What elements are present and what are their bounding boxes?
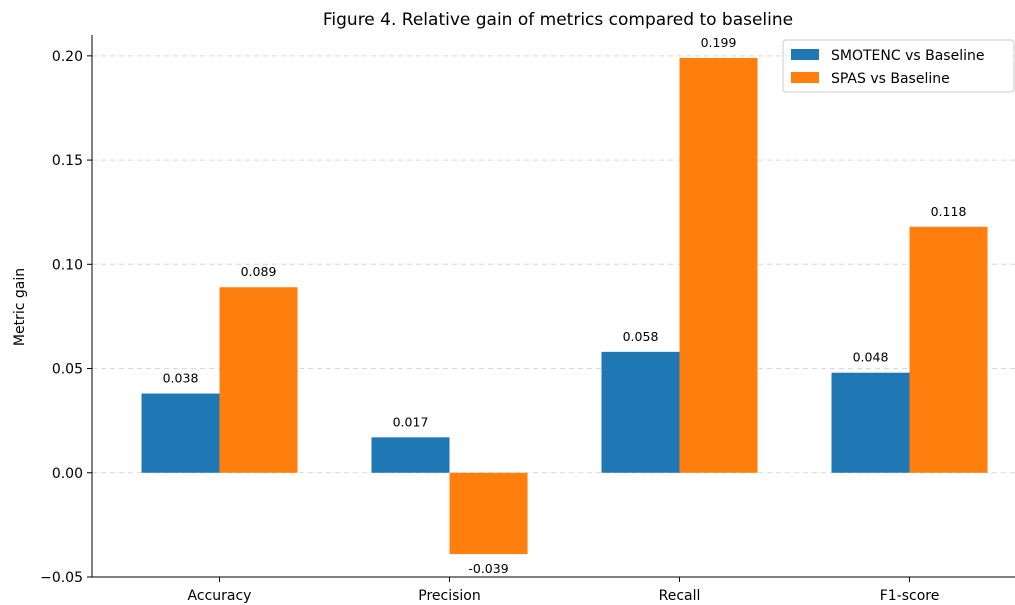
bar bbox=[601, 351, 680, 473]
chart-title: Figure 4. Relative gain of metrics compa… bbox=[323, 10, 793, 30]
x-tick-label: Accuracy bbox=[188, 588, 252, 604]
legend-label: SMOTENC vs Baseline bbox=[831, 48, 984, 64]
legend-box bbox=[782, 39, 1015, 93]
legend-swatch bbox=[791, 72, 819, 83]
value-label: 0.058 bbox=[623, 329, 659, 344]
bar bbox=[219, 287, 298, 473]
y-tick-label: 0.00 bbox=[52, 466, 83, 482]
legend: SMOTENC vs Baseline SPAS vs Baseline bbox=[782, 39, 1015, 93]
legend-label: SPAS vs Baseline bbox=[831, 71, 950, 87]
x-tick-label: F1-score bbox=[880, 588, 940, 604]
axes: −0.05 0.00 0.05 0.10 0.15 0.20 Accuracy Precisi… bbox=[40, 35, 1015, 604]
bar bbox=[449, 472, 528, 555]
value-label: -0.039 bbox=[468, 561, 508, 576]
bar bbox=[679, 57, 758, 473]
bar bbox=[141, 393, 220, 473]
value-label: 0.038 bbox=[163, 371, 199, 386]
value-labels: 0.038 0.089 0.017 -0.039 0.058 0.199 0.048 0.11… bbox=[163, 35, 967, 576]
y-tick-label: 0.20 bbox=[52, 49, 83, 65]
bar bbox=[909, 226, 988, 473]
y-tick-label: 0.05 bbox=[52, 362, 83, 378]
legend-swatch bbox=[791, 49, 819, 60]
value-label: 0.199 bbox=[701, 35, 737, 50]
x-tick-label: Recall bbox=[659, 588, 701, 604]
bar bbox=[371, 437, 450, 473]
value-label: 0.118 bbox=[931, 204, 967, 219]
value-label: 0.048 bbox=[853, 350, 889, 365]
y-tick-label: 0.10 bbox=[52, 257, 83, 273]
y-tick-label: −0.05 bbox=[40, 570, 83, 586]
y-axis-label: Metric gain bbox=[12, 268, 28, 346]
value-label: 0.089 bbox=[241, 264, 277, 279]
y-tick-label: 0.15 bbox=[52, 153, 83, 169]
x-tick-label: Precision bbox=[418, 588, 480, 604]
bar bbox=[831, 372, 910, 473]
value-label: 0.017 bbox=[393, 414, 429, 429]
bars bbox=[141, 57, 988, 555]
